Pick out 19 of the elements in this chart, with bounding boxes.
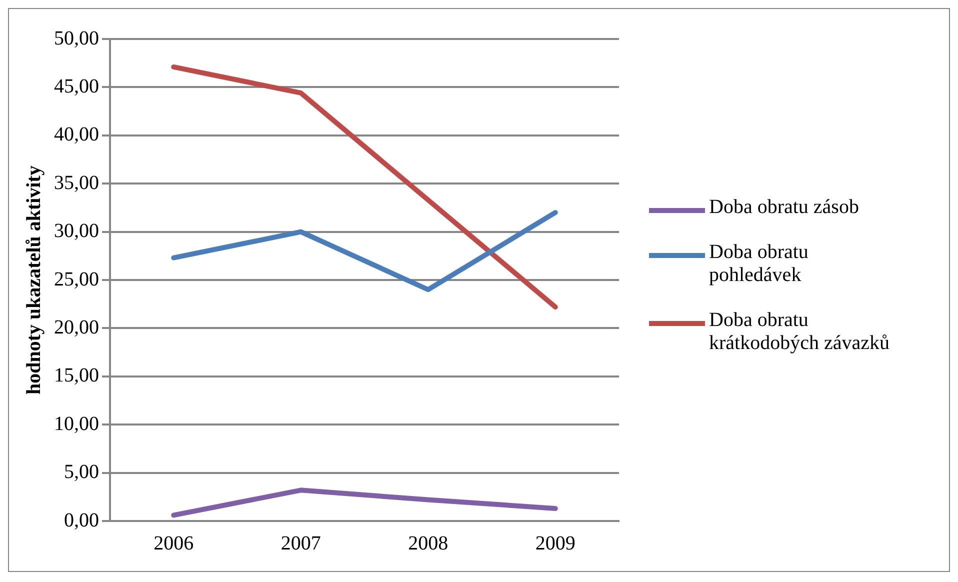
y-tick-label: 15,00	[54, 364, 99, 387]
y-tick-label: 10,00	[54, 412, 99, 435]
y-tick-label: 5,00	[64, 461, 99, 484]
x-tick-label: 2006	[154, 532, 194, 554]
y-tick-label: 45,00	[54, 75, 99, 98]
y-tick-label: 50,00	[54, 27, 99, 50]
y-tick-label: 0,00	[64, 509, 99, 532]
y-tick-label: 25,00	[54, 268, 99, 290]
legend-label: Doba obratu zásob	[709, 196, 859, 218]
legend-label: Doba obratu pohledávek	[709, 240, 810, 286]
y-tick-label: 40,00	[54, 124, 99, 146]
x-tick-label: 2008	[408, 532, 448, 554]
y-tick-label: 30,00	[54, 220, 99, 242]
x-tick-label: 2009	[535, 532, 576, 554]
y-tick-label: 20,00	[54, 316, 99, 338]
y-axis-title: hodnoty ukazatelů aktivity	[23, 166, 46, 394]
legend-label: Doba obratu krátkodobých závazků	[709, 308, 890, 354]
y-tick-label: 35,00	[54, 172, 99, 194]
x-tick-label: 2007	[280, 532, 321, 554]
